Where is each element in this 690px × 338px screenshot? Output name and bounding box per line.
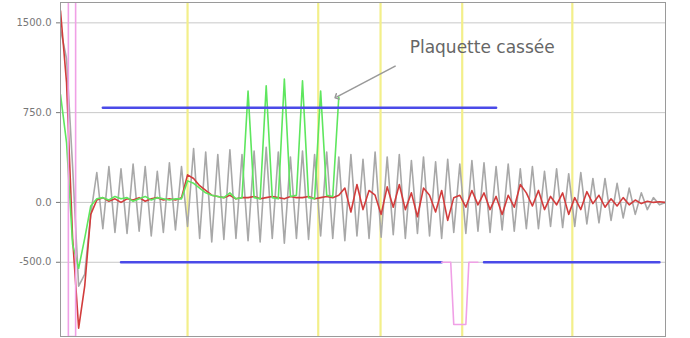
svg-text:-500.0: -500.0 — [19, 256, 51, 267]
svg-text:1500.0: 1500.0 — [17, 17, 52, 28]
svg-text:750.0: 750.0 — [23, 107, 52, 118]
svg-text:Plaquette cassée: Plaquette cassée — [410, 37, 555, 57]
svg-text:0.0: 0.0 — [36, 197, 52, 208]
